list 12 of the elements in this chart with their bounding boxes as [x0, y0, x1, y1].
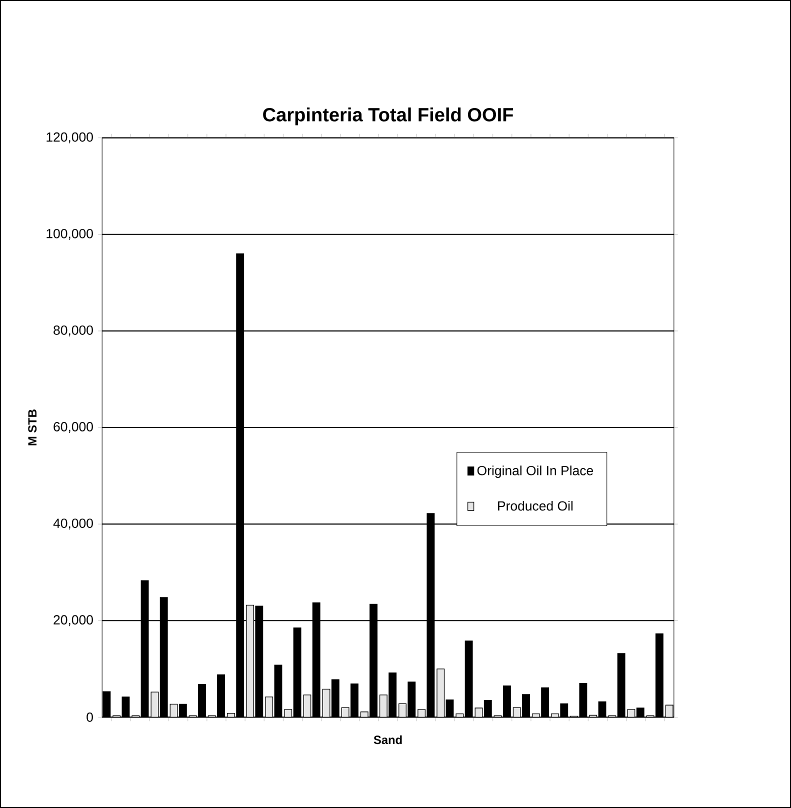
chart-title: Carpinteria Total Field OOIF — [263, 107, 513, 126]
y-tick-label: 80,000 — [54, 325, 93, 336]
y-tick-label: 60,000 — [54, 422, 93, 433]
x-axis-title: Sand — [374, 735, 402, 744]
y-axis-title: M STB — [28, 410, 37, 446]
y-tick-label: 120,000 — [46, 132, 93, 144]
y-tick-label: 100,000 — [46, 228, 93, 240]
y-tick-label: 40,000 — [53, 518, 93, 530]
y-tick-label: 20,000 — [54, 615, 93, 626]
legend-label: Original Oil In Place — [477, 466, 593, 478]
y-tick-label: 0 — [86, 712, 93, 722]
legend-label: Produced Oil — [498, 500, 572, 511]
